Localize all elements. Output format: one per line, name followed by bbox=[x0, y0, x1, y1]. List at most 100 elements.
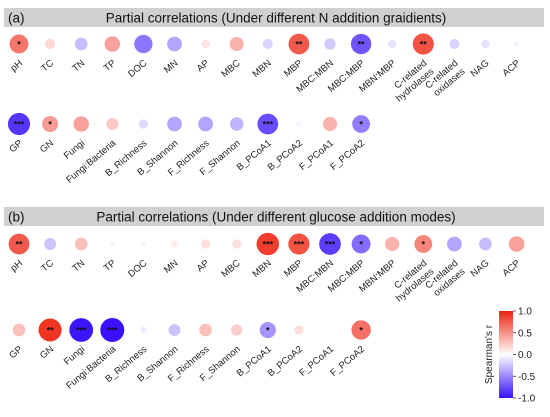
corr-circle bbox=[388, 39, 397, 49]
significance-mark: * bbox=[17, 40, 21, 50]
significance-mark: *** bbox=[14, 120, 25, 130]
variable-label: GN bbox=[38, 344, 56, 362]
corr-circle bbox=[296, 121, 302, 127]
variable-label: TN bbox=[70, 258, 87, 275]
corr-circle bbox=[324, 38, 336, 50]
variable-label: MBC bbox=[219, 258, 242, 280]
corr-circle bbox=[201, 39, 210, 49]
variable-label: MBN bbox=[250, 258, 273, 280]
significance-mark: * bbox=[266, 326, 270, 336]
corr-circle bbox=[74, 37, 88, 51]
corr-circle bbox=[288, 233, 310, 255]
significance-mark: *** bbox=[325, 240, 336, 250]
variable-label: Fungi bbox=[62, 344, 87, 368]
colorbar-tick-label: -0.5 bbox=[518, 372, 536, 383]
significance-mark: *** bbox=[263, 120, 274, 130]
corr-circle bbox=[414, 235, 433, 253]
corr-circle bbox=[513, 41, 520, 47]
variable-label: MN bbox=[162, 258, 180, 276]
significance-mark: *** bbox=[76, 326, 87, 336]
colorbar-tick-label: 0.5 bbox=[518, 328, 532, 339]
corr-circle bbox=[508, 236, 525, 252]
significance-mark: * bbox=[359, 240, 363, 250]
significance-mark: ** bbox=[358, 40, 366, 50]
corr-circle bbox=[479, 237, 492, 251]
corr-circle bbox=[352, 115, 370, 133]
corr-circle bbox=[198, 116, 213, 132]
variable-label: TC bbox=[39, 258, 56, 275]
corr-circle bbox=[171, 240, 178, 248]
corr-circle bbox=[229, 117, 244, 131]
variable-label: DOC bbox=[126, 58, 149, 80]
variable-label: TP bbox=[102, 258, 118, 274]
significance-mark: ** bbox=[15, 240, 23, 250]
variable-label: F_PCoA2 bbox=[328, 138, 367, 173]
corr-circle bbox=[351, 320, 371, 340]
variable-label: MBP bbox=[282, 58, 305, 80]
variable-label: pH bbox=[9, 58, 25, 74]
panel-title: Partial correlations (Under different N … bbox=[106, 11, 446, 26]
variable-label: MBN bbox=[250, 58, 273, 80]
corr-circle bbox=[167, 36, 182, 52]
corr-circle bbox=[288, 33, 310, 55]
variable-label: C-relatedoxidases bbox=[423, 258, 467, 300]
corr-circle bbox=[138, 119, 149, 129]
colorbar-gradient bbox=[499, 311, 513, 398]
variable-label: NAG bbox=[469, 58, 492, 80]
corr-circle bbox=[259, 321, 276, 339]
significance-mark: * bbox=[422, 240, 426, 250]
variable-label: GP bbox=[7, 344, 25, 361]
variable-label: MN bbox=[162, 58, 180, 76]
significance-mark: *** bbox=[294, 240, 305, 250]
corr-circle bbox=[104, 36, 121, 52]
panel-tag: (b) bbox=[8, 210, 25, 225]
variable-label: GN bbox=[38, 138, 56, 156]
corr-circle bbox=[350, 33, 372, 55]
colorbar-tick-label: 1.0 bbox=[518, 307, 532, 318]
panel-title: Partial correlations (Under different gl… bbox=[96, 210, 455, 225]
variable-label: GP bbox=[7, 138, 25, 155]
corr-circle bbox=[232, 239, 242, 249]
colorbar-tick-label: -1.0 bbox=[518, 394, 536, 405]
corr-circle bbox=[262, 38, 273, 50]
significance-mark: ** bbox=[47, 326, 55, 336]
variable-label: MBC bbox=[219, 58, 242, 80]
corr-circle bbox=[449, 38, 460, 50]
variable-label: AP bbox=[195, 258, 212, 275]
corr-circle bbox=[100, 318, 125, 342]
panel-banner bbox=[4, 207, 544, 226]
corr-circle bbox=[231, 324, 243, 336]
corr-circle bbox=[134, 34, 153, 54]
panel-tag: (a) bbox=[8, 11, 25, 26]
corr-circle bbox=[106, 118, 119, 130]
variable-label: Fungi bbox=[62, 138, 87, 162]
colorbar-title: Spearman's r bbox=[484, 324, 495, 384]
corr-circle bbox=[447, 236, 462, 252]
corr-circle bbox=[294, 325, 304, 335]
variable-label: NAG bbox=[469, 258, 492, 280]
corr-circle bbox=[74, 237, 88, 251]
variable-label: TN bbox=[70, 58, 87, 75]
corr-circle bbox=[481, 39, 490, 49]
significance-mark: * bbox=[359, 120, 363, 130]
colorbar-tick-label: 0.0 bbox=[518, 350, 532, 361]
corr-circle bbox=[200, 239, 211, 249]
variable-label: F_PCoA2 bbox=[328, 344, 367, 379]
corr-circle bbox=[168, 324, 181, 336]
significance-mark: *** bbox=[263, 240, 274, 250]
corr-circle bbox=[44, 238, 57, 250]
corr-circle bbox=[167, 116, 182, 132]
variable-label: pH bbox=[9, 258, 25, 274]
variable-label: ACP bbox=[500, 258, 522, 279]
variable-label: MBP bbox=[282, 258, 305, 280]
corr-circle bbox=[322, 116, 338, 132]
corr-circle bbox=[140, 326, 147, 334]
corr-circle bbox=[8, 233, 30, 255]
significance-mark: * bbox=[48, 120, 52, 130]
variable-label: ACP bbox=[500, 58, 522, 79]
corr-circle bbox=[12, 323, 26, 337]
variable-label: DOC bbox=[126, 258, 149, 280]
corr-circle bbox=[412, 33, 434, 55]
